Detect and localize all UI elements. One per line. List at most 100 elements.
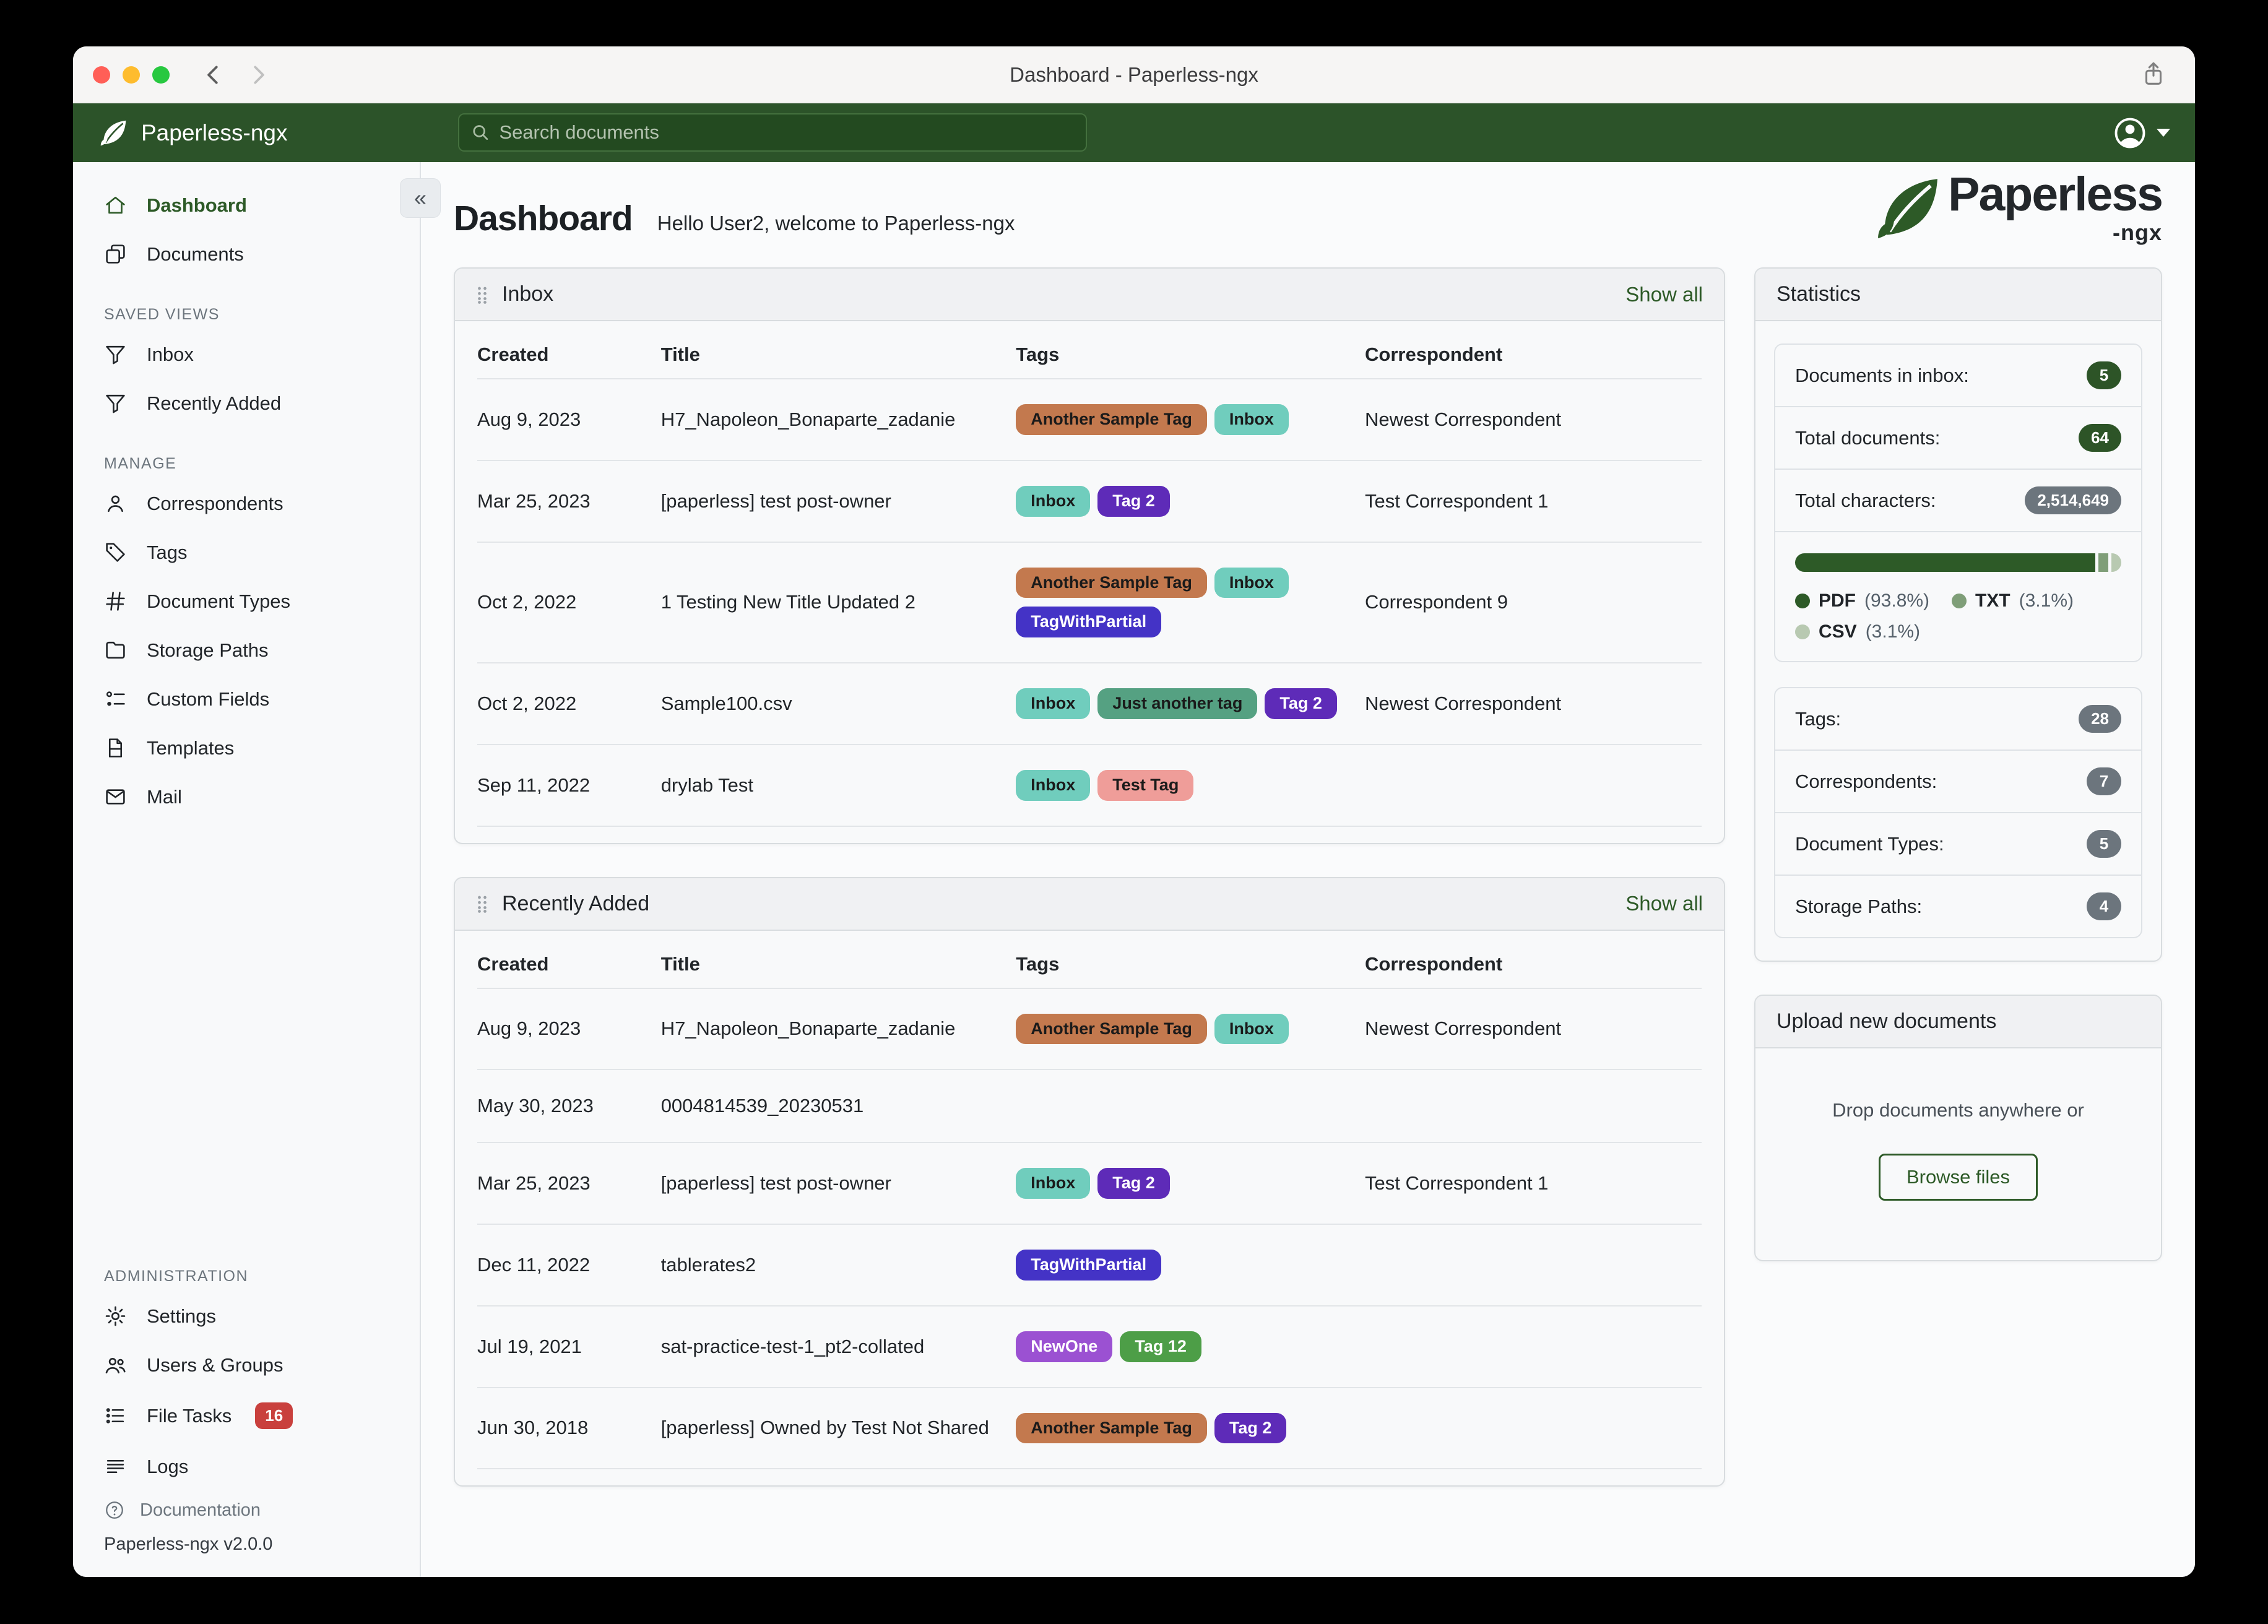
sidebar-item-correspondents[interactable]: Correspondents	[73, 479, 420, 528]
forward-icon[interactable]	[246, 63, 270, 87]
tag-badge[interactable]: Inbox	[1016, 485, 1091, 517]
sidebar-item-storage-paths[interactable]: Storage Paths	[73, 626, 420, 675]
upload-card: Upload new documents Drop documents anyw…	[1754, 995, 2162, 1261]
sidebar-item-documents[interactable]: Documents	[73, 230, 420, 279]
legend-item-txt: TXT (3.1%)	[1951, 590, 2108, 611]
cell-title[interactable]: sat-practice-test-1_pt2-collated	[660, 1335, 925, 1357]
sidebar-item-settings[interactable]: Settings	[73, 1292, 420, 1341]
drag-handle-icon[interactable]	[476, 285, 488, 304]
file-tasks-count-badge: 16	[255, 1402, 293, 1429]
tag-badge[interactable]: Tag 12	[1120, 1331, 1201, 1362]
table-row: Mar 25, 2023 [paperless] test post-owner…	[477, 1143, 1702, 1225]
cell-title[interactable]: H7_Napoleon_Bonaparte_zadanie	[660, 408, 956, 430]
inbox-table: Created Title Tags Correspondent Aug 9, …	[455, 321, 1724, 843]
tag-badge[interactable]: Another Sample Tag	[1016, 404, 1207, 435]
sidebar-item-file-tasks[interactable]: File Tasks 16	[73, 1389, 420, 1442]
tag-badge[interactable]: Tag 2	[1097, 485, 1170, 517]
user-menu[interactable]	[2113, 116, 2170, 150]
home-icon	[106, 196, 125, 214]
cell-tags: Inbox Test Tag	[1016, 769, 1365, 801]
cell-title[interactable]: tablerates2	[660, 1253, 756, 1276]
brand[interactable]: Paperless-ngx	[98, 118, 288, 149]
cell-correspondent[interactable]: Test Correspondent 1	[1365, 1172, 1549, 1194]
zoom-window-button[interactable]	[152, 66, 170, 84]
sidebar-item-dashboard[interactable]: Dashboard	[73, 181, 420, 230]
card-title: Inbox	[502, 282, 554, 306]
sidebar-item-document-types[interactable]: Document Types	[73, 577, 420, 626]
tag-badge[interactable]: Just another tag	[1097, 688, 1258, 719]
close-window-button[interactable]	[93, 66, 110, 84]
sidebar-collapse-button[interactable]: «	[400, 178, 441, 218]
gear-icon	[105, 1306, 126, 1326]
cell-title[interactable]: [paperless] test post-owner	[660, 1172, 891, 1194]
leaf-logo-icon	[1878, 178, 1938, 238]
inbox-show-all-link[interactable]: Show all	[1625, 282, 1703, 306]
tag-badge[interactable]: Inbox	[1214, 404, 1289, 435]
cell-title[interactable]: 0004814539_20230531	[660, 1095, 864, 1117]
table-row: Sep 11, 2022 drylab Test Inbox Test Tag	[477, 745, 1702, 827]
sidebar-item-logs[interactable]: Logs	[73, 1442, 420, 1491]
tag-badge[interactable]: Inbox	[1016, 769, 1091, 801]
recently-added-card-header: Recently Added Show all	[455, 878, 1724, 931]
stat-label: Correspondents:	[1795, 770, 1937, 792]
file-icon	[108, 738, 123, 758]
cell-title[interactable]: H7_Napoleon_Bonaparte_zadanie	[660, 1017, 956, 1040]
sidebar-item-label: Documents	[147, 243, 244, 265]
tag-badge[interactable]: Another Sample Tag	[1016, 567, 1207, 598]
column-header-tags: Tags	[1016, 952, 1060, 975]
tag-badge[interactable]: Inbox	[1214, 567, 1289, 598]
sidebar-item-custom-fields[interactable]: Custom Fields	[73, 675, 420, 723]
tag-badge[interactable]: Inbox	[1214, 1013, 1289, 1045]
stat-value-badge: 7	[2087, 767, 2121, 795]
tag-badge[interactable]: Test Tag	[1097, 769, 1194, 801]
cell-correspondent[interactable]: Newest Correspondent	[1365, 408, 1562, 430]
recently-added-show-all-link[interactable]: Show all	[1625, 892, 1703, 915]
sidebar-item-recently-added[interactable]: Recently Added	[73, 379, 420, 428]
stat-value-badge: 5	[2087, 830, 2121, 858]
stat-value-badge: 4	[2087, 892, 2121, 920]
sidebar-item-label: File Tasks	[147, 1404, 232, 1427]
stat-label: Storage Paths:	[1795, 895, 1923, 917]
cell-title[interactable]: [paperless] test post-owner	[660, 490, 891, 512]
cell-correspondent[interactable]: Newest Correspondent	[1365, 1017, 1562, 1040]
sidebar-item-mail[interactable]: Mail	[73, 772, 420, 821]
upload-dropzone[interactable]: Drop documents anywhere or Browse files	[1755, 1048, 2161, 1260]
help-icon	[106, 1501, 123, 1519]
share-icon[interactable]	[2139, 60, 2168, 92]
sidebar-item-documentation[interactable]: Documentation	[73, 1491, 420, 1526]
cell-correspondent[interactable]: Correspondent 9	[1365, 591, 1508, 613]
cell-title[interactable]: Sample100.csv	[660, 692, 792, 714]
documents-icon	[106, 244, 125, 264]
sidebar-item-inbox[interactable]: Inbox	[73, 330, 420, 379]
tag-badge[interactable]: Another Sample Tag	[1016, 1412, 1207, 1444]
tag-badge[interactable]: NewOne	[1016, 1331, 1113, 1362]
search-icon	[473, 125, 488, 140]
tag-badge[interactable]: TagWithPartial	[1016, 607, 1162, 637]
tag-badge[interactable]: Tag 2	[1097, 1168, 1170, 1199]
minimize-window-button[interactable]	[123, 66, 140, 84]
sidebar-item-tags[interactable]: Tags	[73, 528, 420, 577]
sidebar-item-label: Logs	[147, 1455, 189, 1477]
drag-handle-icon[interactable]	[476, 894, 488, 914]
tag-badge[interactable]: Inbox	[1016, 1168, 1091, 1199]
cell-correspondent[interactable]: Test Correspondent 1	[1365, 490, 1549, 512]
cell-correspondent[interactable]: Newest Correspondent	[1365, 692, 1562, 714]
cell-title[interactable]: [paperless] Owned by Test Not Shared	[660, 1417, 989, 1439]
sidebar-item-templates[interactable]: Templates	[73, 723, 420, 772]
cell-created: Oct 2, 2022	[477, 692, 577, 714]
sidebar-item-users-groups[interactable]: Users & Groups	[73, 1341, 420, 1389]
cell-title[interactable]: 1 Testing New Title Updated 2	[660, 591, 915, 613]
back-icon[interactable]	[202, 63, 225, 87]
search-input[interactable]	[499, 121, 1075, 144]
tag-badge[interactable]: Tag 2	[1265, 688, 1337, 719]
sidebar: Dashboard Documents SAVED VIEWS Inbox Re…	[73, 162, 421, 1577]
browse-files-button[interactable]: Browse files	[1878, 1154, 2038, 1201]
tag-badge[interactable]: TagWithPartial	[1016, 1250, 1162, 1281]
sidebar-item-label: Users & Groups	[147, 1354, 284, 1376]
tag-badge[interactable]: Another Sample Tag	[1016, 1013, 1207, 1045]
tag-badge[interactable]: Inbox	[1016, 688, 1091, 719]
cell-title[interactable]: drylab Test	[660, 774, 754, 796]
tag-badge[interactable]: Tag 2	[1214, 1412, 1287, 1444]
search-box	[458, 113, 1087, 152]
table-row: Jul 19, 2021 sat-practice-test-1_pt2-col…	[477, 1307, 1702, 1388]
